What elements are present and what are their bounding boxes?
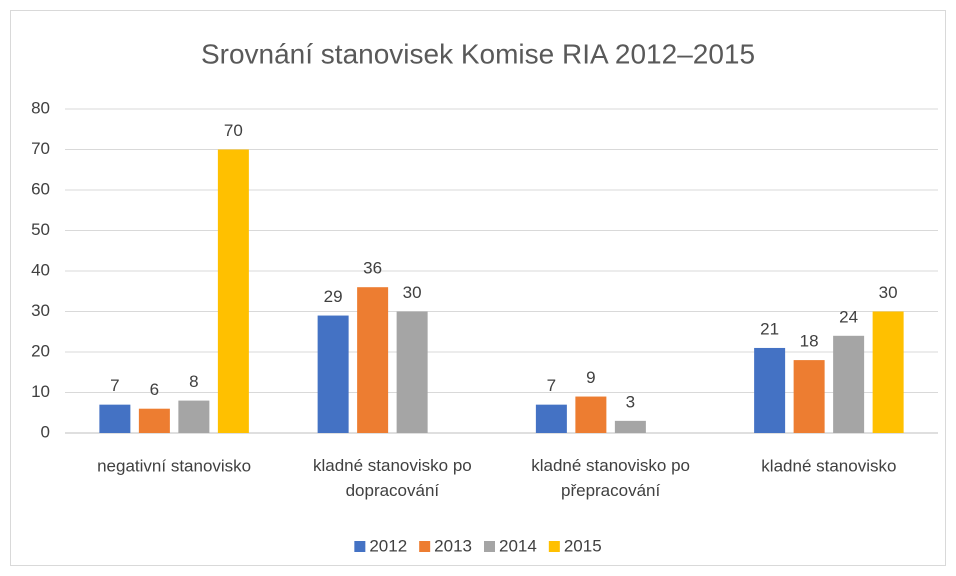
bar [99, 404, 131, 433]
y-tick-label: 30 [31, 301, 50, 320]
bar [535, 404, 567, 433]
bar [793, 360, 825, 433]
data-label: 7 [547, 376, 556, 395]
data-label: 24 [839, 307, 858, 326]
data-label: 30 [403, 283, 422, 302]
legend-swatch [548, 541, 560, 552]
data-label: 36 [363, 259, 382, 278]
bar [357, 287, 389, 433]
x-tick-label: kladné stanovisko [761, 456, 896, 475]
y-tick-label: 10 [31, 382, 50, 401]
chart-title: Srovnání stanovisek Komise RIA 2012–2015 [201, 38, 755, 69]
y-tick-label: 20 [31, 341, 50, 360]
bar [614, 420, 646, 433]
y-tick-label: 40 [31, 260, 50, 279]
y-tick-label: 80 [31, 98, 50, 117]
bar [217, 149, 249, 433]
legend-swatch [484, 541, 495, 552]
x-tick-label-line: dopracování [346, 481, 440, 500]
data-label: 70 [224, 121, 243, 140]
legend-swatch [419, 541, 431, 552]
x-tick-label: kladné stanovisko po přepracování [531, 456, 690, 500]
x-tick-label: kladné stanovisko po dopracování [313, 456, 472, 500]
y-tick-label: 0 [41, 422, 50, 441]
bar [317, 315, 349, 433]
x-tick-label-line: přepracování [561, 481, 661, 500]
bar [872, 311, 904, 433]
bar [178, 400, 210, 433]
data-label: 21 [760, 319, 779, 338]
data-label: 7 [110, 376, 119, 395]
bar [396, 311, 428, 433]
bar [833, 335, 865, 433]
bar [575, 396, 607, 433]
data-label: 29 [324, 287, 343, 306]
data-label: 9 [586, 368, 595, 387]
bar [138, 408, 170, 433]
data-label: 18 [800, 332, 819, 351]
x-tick-label: negativní stanovisko [97, 456, 251, 475]
y-tick-label: 50 [31, 220, 50, 239]
legend-label: 2014 [499, 536, 537, 555]
data-label: 6 [150, 380, 159, 399]
bar [754, 347, 786, 433]
data-label: 30 [879, 283, 898, 302]
legend: 2012 2013 2014 2015 [354, 536, 602, 555]
legend-swatch [354, 541, 366, 552]
y-tick-label: 60 [31, 179, 50, 198]
chart-frame [10, 10, 946, 566]
data-label: 8 [189, 372, 198, 391]
data-label: 3 [626, 392, 635, 411]
legend-label: 2015 [564, 536, 602, 555]
x-tick-label-line: kladné stanovisko po [531, 456, 690, 475]
legend-label: 2012 [369, 536, 407, 555]
x-tick-label-line: kladné stanovisko po [313, 456, 472, 475]
y-tick-label: 70 [31, 139, 50, 158]
legend-label: 2013 [434, 536, 472, 555]
